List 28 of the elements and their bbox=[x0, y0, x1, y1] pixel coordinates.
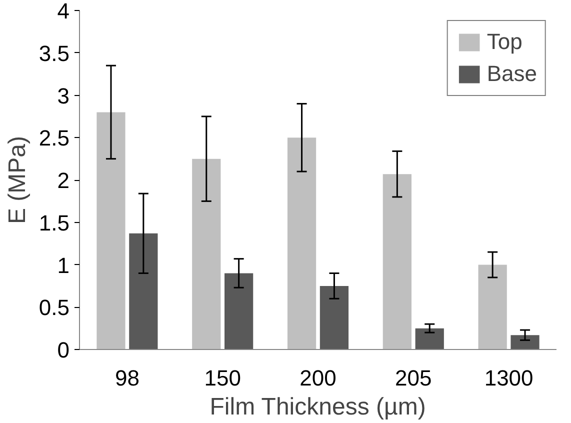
bar bbox=[224, 273, 254, 350]
legend-label: Base bbox=[486, 61, 537, 87]
x-tick-label: 150 bbox=[204, 366, 241, 390]
y-tick-label: 4 bbox=[57, 0, 70, 24]
y-tick-label: 0.5 bbox=[38, 295, 70, 320]
bar bbox=[320, 286, 349, 350]
y-tick-label: 0 bbox=[57, 338, 70, 362]
bar bbox=[382, 174, 412, 350]
bar bbox=[287, 138, 316, 350]
y-axis-title: E (MPa) bbox=[4, 136, 31, 224]
x-tick-label: 205 bbox=[395, 366, 432, 390]
x-tick-label: 1300 bbox=[484, 366, 534, 390]
bar bbox=[96, 112, 126, 350]
bar bbox=[129, 233, 158, 350]
y-tick-label: 3 bbox=[57, 83, 70, 108]
bar bbox=[415, 328, 444, 350]
bar bbox=[510, 335, 540, 350]
bar bbox=[478, 264, 507, 350]
x-tick-label: 200 bbox=[300, 366, 336, 390]
y-tick-label: 2 bbox=[57, 168, 70, 193]
legend-label: Top bbox=[486, 29, 522, 55]
x-tick-label: 98 bbox=[114, 366, 140, 390]
y-tick-label: 1.5 bbox=[38, 210, 70, 236]
y-tick-label: 1 bbox=[57, 252, 70, 278]
y-tick-label: 2.5 bbox=[38, 126, 70, 151]
y-tick-label: 3.5 bbox=[38, 40, 70, 66]
x-axis-title: Film Thickness (µm) bbox=[210, 394, 426, 420]
bar bbox=[192, 158, 221, 350]
